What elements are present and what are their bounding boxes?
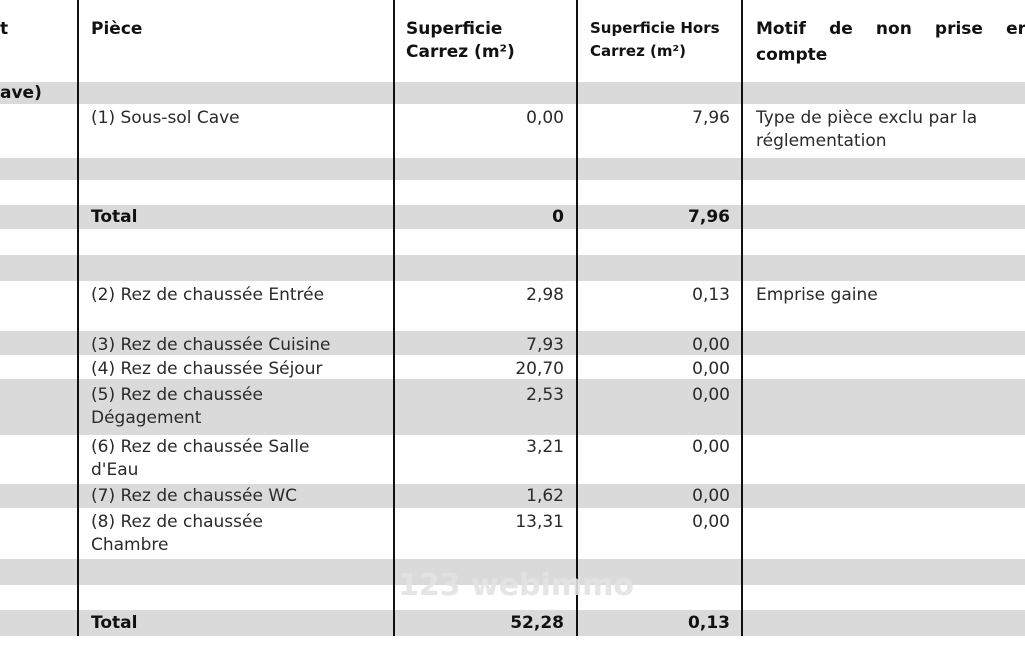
cell-carrez: 3,21 — [526, 437, 564, 457]
row-band — [0, 610, 1025, 636]
cell-carrez: 0,00 — [526, 108, 564, 128]
cell-hors-carrez: 0,00 — [692, 359, 730, 379]
cell-motif: Type de pièce exclu par la réglementatio… — [756, 108, 978, 151]
cell-piece: (3) Rez de chaussée Cuisine — [91, 335, 331, 355]
cell-carrez: 20,70 — [515, 359, 564, 379]
cell-carrez: 2,53 — [526, 385, 564, 405]
row-band — [0, 205, 1025, 229]
cell-hors-carrez: 0,00 — [692, 512, 730, 532]
total-label: Total — [91, 613, 138, 633]
cell-hors-carrez: 0,00 — [692, 385, 730, 405]
header-carrez-line2: Carrez (m²) — [406, 42, 515, 62]
row-band — [0, 158, 1025, 180]
header-motif-line2: compte — [756, 45, 828, 65]
cell-hors-carrez: 7,96 — [692, 108, 730, 128]
cell-motif: Emprise gaine — [756, 285, 878, 305]
header-left-cut: t — [0, 19, 9, 39]
header-piece: Pièce — [91, 19, 143, 39]
cell-hors-carrez: 0,00 — [692, 486, 730, 506]
section-label: ave) — [0, 83, 42, 103]
row-band — [0, 255, 1025, 281]
row-band — [0, 379, 1025, 435]
row-band — [0, 82, 1025, 104]
header-motif-word: er — [1006, 19, 1025, 39]
column-divider — [741, 0, 743, 636]
header-motif: Motif de non prise er — [756, 18, 1025, 41]
cell-hors-carrez: 0,00 — [692, 437, 730, 457]
header-hors-carrez-line2: Carrez (m²) — [590, 42, 686, 60]
header-carrez-line1: Superficie — [406, 19, 503, 39]
cell-carrez: 7,93 — [526, 335, 564, 355]
cell-piece: (1) Sous-sol Cave — [91, 108, 240, 128]
cell-carrez: 13,31 — [515, 512, 564, 532]
watermark: 123 webimmo — [398, 568, 635, 603]
column-divider — [393, 0, 395, 636]
cell-hors-carrez: 0,13 — [692, 285, 730, 305]
cell-carrez: 2,98 — [526, 285, 564, 305]
total-label: Total — [91, 207, 138, 227]
cell-hors-carrez: 0,00 — [692, 335, 730, 355]
cell-piece: (4) Rez de chaussée Séjour — [91, 359, 323, 379]
cell-piece: (2) Rez de chaussée Entrée — [91, 285, 325, 305]
total-carrez: 0 — [552, 207, 564, 227]
column-divider — [77, 0, 79, 636]
cell-piece: (8) Rez de chaussée Chambre — [91, 512, 263, 555]
total-hors-carrez: 0,13 — [688, 613, 730, 633]
row-band — [0, 559, 1025, 585]
column-divider — [576, 0, 578, 636]
header-motif-word: Motif — [756, 19, 806, 39]
cell-piece: (7) Rez de chaussée WC — [91, 486, 298, 506]
header-hors-carrez-line1: Superficie Hors — [590, 19, 720, 37]
header-motif-word: prise — [934, 19, 983, 39]
header-motif-word: de — [829, 19, 853, 39]
total-carrez: 52,28 — [510, 613, 564, 633]
cell-piece: (5) Rez de chaussée Dégagement — [91, 385, 263, 428]
row-band — [0, 331, 1025, 355]
total-hors-carrez: 7,96 — [688, 207, 730, 227]
row-band — [0, 484, 1025, 508]
cell-carrez: 1,62 — [526, 486, 564, 506]
cell-piece: (6) Rez de chaussée Salle d'Eau — [91, 437, 310, 480]
header-motif-word: non — [875, 19, 912, 39]
